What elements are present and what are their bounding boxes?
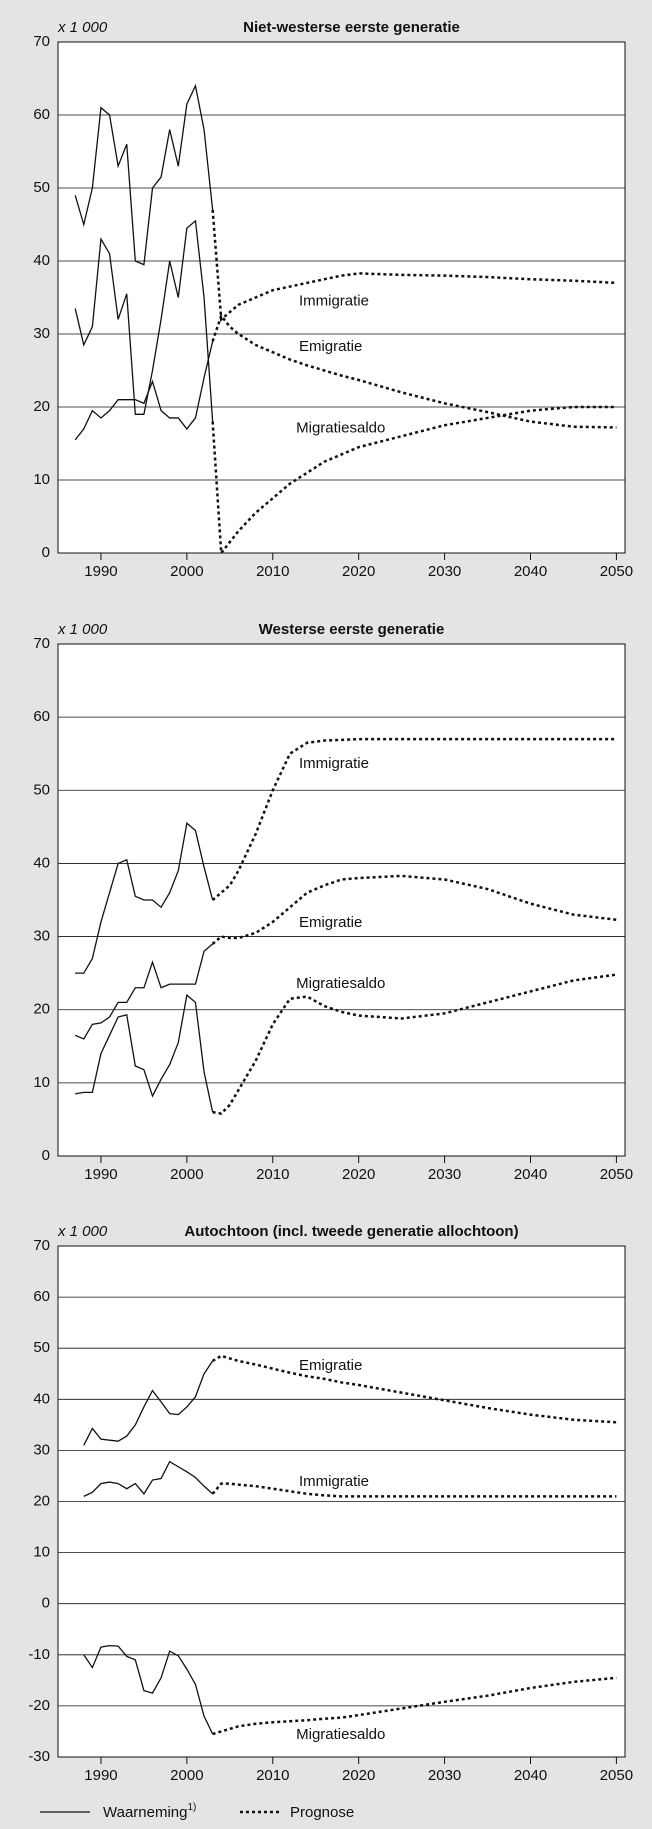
y-tick-label: -10	[28, 1646, 50, 1663]
y-tick-label: 50	[33, 1339, 50, 1356]
observed-line	[75, 821, 214, 974]
x-tick-label: 2010	[256, 1166, 289, 1183]
series-label: Emigratie	[299, 1357, 362, 1374]
forecast-line	[212, 973, 617, 1115]
x-tick-label: 1990	[84, 1166, 117, 1183]
legend: Waarneming1) Prognose	[40, 1802, 354, 1821]
y-tick-label: 10	[33, 1074, 50, 1091]
chart-title: Westerse eerste generatie	[259, 621, 445, 638]
y-tick-label: 60	[33, 1288, 50, 1305]
x-tick-label: 2010	[256, 1767, 289, 1784]
forecast-line	[211, 1482, 617, 1498]
legend-label: Prognose	[290, 1804, 354, 1821]
y-tick-label: 40	[33, 252, 50, 269]
x-tick-label: 2020	[342, 1166, 375, 1183]
legend-note: 1)	[187, 1802, 196, 1813]
y-tick-label: 30	[33, 1441, 50, 1458]
y-tick-label: 20	[33, 1492, 50, 1509]
observed-line	[83, 1360, 214, 1446]
x-tick-label: 2030	[428, 1767, 461, 1784]
chart-title: Niet-westerse eerste generatie	[243, 19, 460, 36]
y-tick-label: 10	[33, 471, 50, 488]
forecast-line	[211, 405, 617, 557]
x-tick-label: 2020	[342, 1767, 375, 1784]
x-tick-label: 2010	[256, 563, 289, 580]
y-tick-label: 30	[33, 325, 50, 342]
y-tick-label: -30	[28, 1748, 50, 1765]
forecast-line	[211, 874, 617, 945]
chart-title: Autochtoon (incl. tweede generatie alloc…	[184, 1223, 518, 1240]
y-tick-label: 30	[33, 928, 50, 945]
unit-label: x 1 000	[57, 621, 108, 638]
x-tick-label: 2000	[170, 563, 203, 580]
y-tick-label: 50	[33, 179, 50, 196]
observed-line	[74, 943, 214, 1040]
legend-text: Waarneming	[103, 1804, 187, 1821]
observed-line	[83, 1644, 214, 1735]
x-tick-label: 2030	[428, 1166, 461, 1183]
y-tick-label: 70	[33, 1237, 50, 1254]
x-tick-label: 2050	[600, 1767, 633, 1784]
series-label: Immigratie	[299, 1473, 369, 1490]
y-tick-label: 20	[33, 1001, 50, 1018]
observed-line	[74, 219, 214, 422]
y-tick-label: 0	[42, 1595, 50, 1612]
series-label: Immigratie	[299, 293, 369, 310]
x-tick-label: 2050	[600, 563, 633, 580]
x-tick-label: 2030	[428, 563, 461, 580]
unit-label: x 1 000	[57, 19, 108, 36]
x-tick-label: 1990	[84, 1767, 117, 1784]
forecast-line	[211, 1354, 617, 1424]
y-tick-label: 60	[33, 708, 50, 725]
y-tick-label: 10	[33, 1544, 50, 1561]
forecast-line	[211, 313, 617, 429]
observed-line	[74, 341, 214, 441]
series-label: Emigratie	[299, 338, 362, 355]
x-tick-label: 2050	[600, 1166, 633, 1183]
forecast-line	[211, 737, 617, 901]
plot-area	[57, 41, 626, 554]
chart: x 1 000 Autochtoon (incl. tweede generati…	[28, 1223, 633, 1784]
unit-label: x 1 000	[57, 1223, 108, 1240]
series-label: Migratiesaldo	[296, 1726, 385, 1743]
y-tick-label: 40	[33, 854, 50, 871]
x-tick-label: 1990	[84, 563, 117, 580]
observed-line	[83, 1460, 214, 1497]
x-tick-label: 2000	[170, 1166, 203, 1183]
y-tick-label: -20	[28, 1697, 50, 1714]
x-tick-label: 2020	[342, 563, 375, 580]
x-tick-label: 2040	[514, 1767, 547, 1784]
series-label: Emigratie	[299, 914, 362, 931]
x-tick-label: 2040	[514, 563, 547, 580]
y-tick-label: 0	[42, 544, 50, 561]
chart: x 1 000 Westerse eerste generatie01020304…	[33, 621, 633, 1183]
y-tick-label: 20	[33, 398, 50, 415]
chart: x 1 000 Niet-westerse eerste generatie 0 10…	[33, 19, 633, 580]
legend-label: Waarneming1)	[103, 1802, 196, 1821]
series-label: Migratiesaldo	[296, 975, 385, 992]
forecast-line	[211, 209, 617, 322]
series-label: Immigratie	[299, 755, 369, 772]
observed-line	[75, 993, 214, 1113]
y-tick-label: 70	[33, 635, 50, 652]
x-tick-label: 2000	[170, 1767, 203, 1784]
y-tick-label: 60	[33, 106, 50, 123]
y-tick-label: 40	[33, 1390, 50, 1407]
x-tick-label: 2040	[514, 1166, 547, 1183]
y-tick-label: 50	[33, 781, 50, 798]
y-tick-label: 70	[33, 33, 50, 50]
series-label: Migratiesaldo	[296, 419, 385, 436]
y-tick-label: 0	[42, 1147, 50, 1164]
observed-line	[74, 83, 214, 266]
